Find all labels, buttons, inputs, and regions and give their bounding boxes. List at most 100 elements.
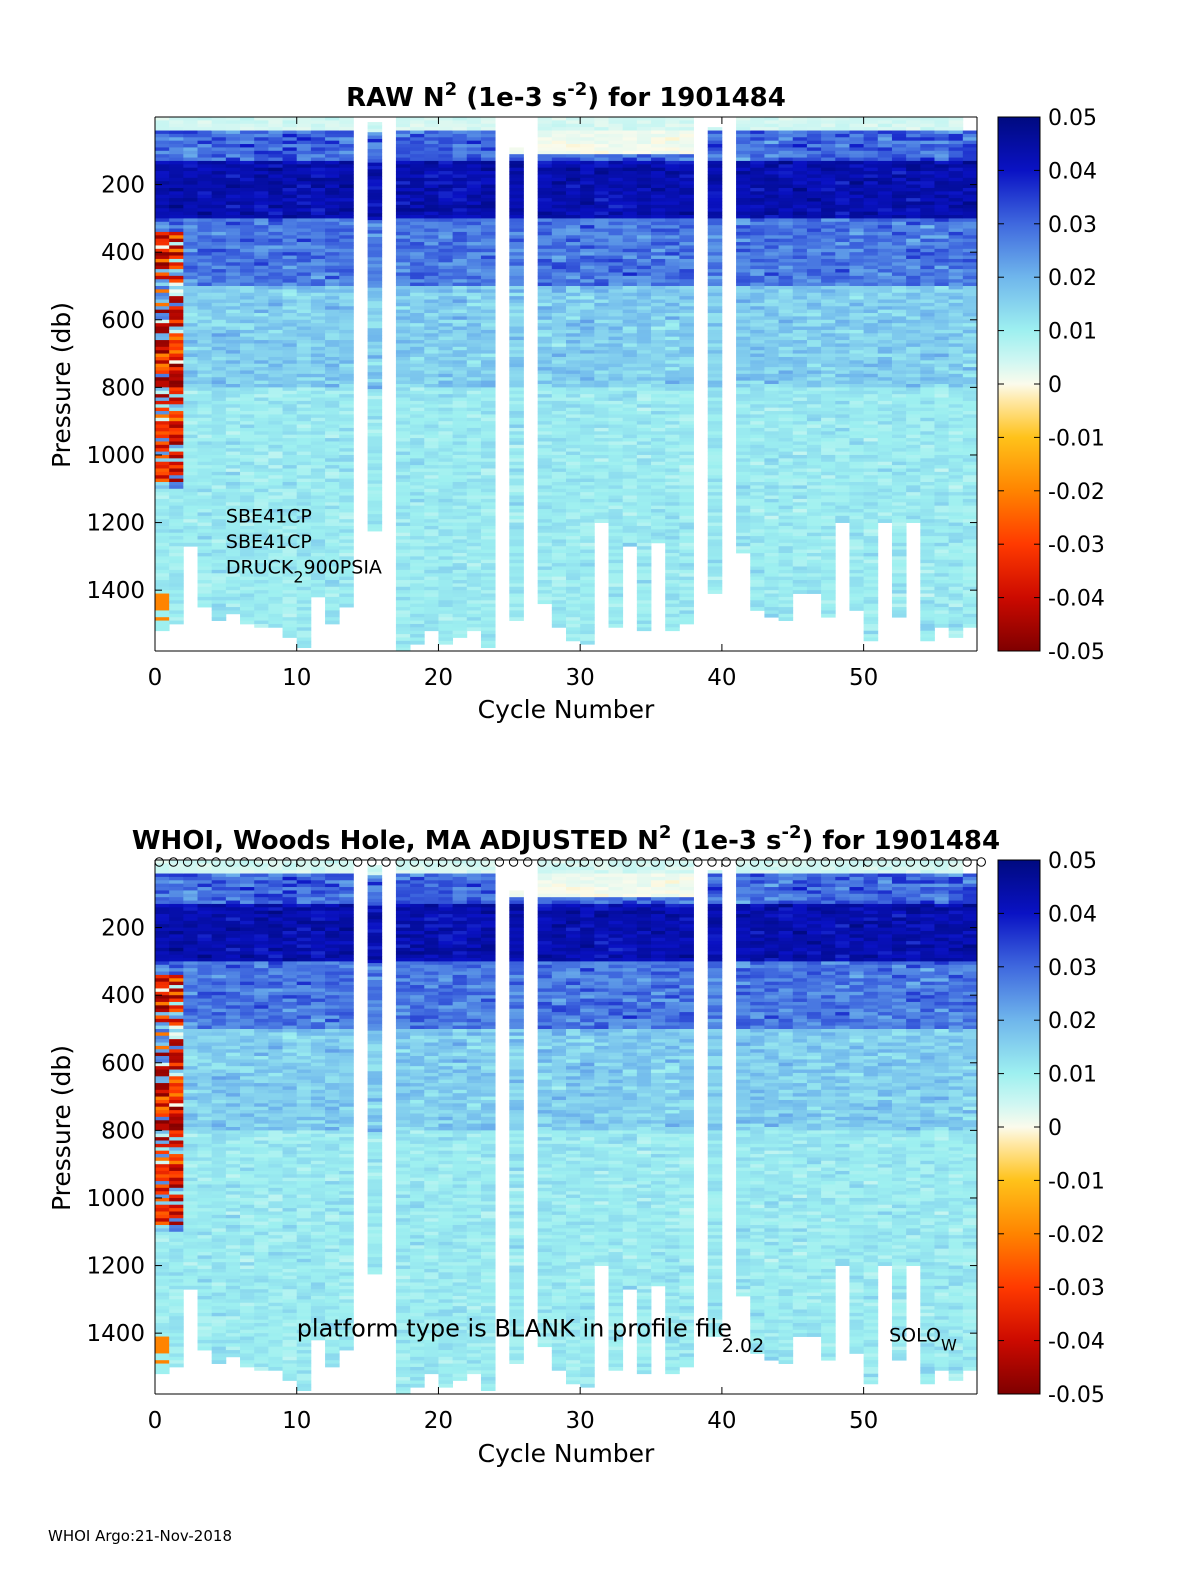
heatmap-cell <box>225 384 241 388</box>
heatmap-cell <box>225 505 241 510</box>
heatmap-cell <box>240 157 255 162</box>
heatmap-cell <box>551 576 567 581</box>
heatmap-cell <box>480 509 496 513</box>
heatmap-cell <box>339 502 354 507</box>
heatmap-cell <box>636 454 652 459</box>
heatmap-cell <box>155 326 170 331</box>
heatmap-cell <box>183 198 198 202</box>
heatmap-cell <box>665 525 680 530</box>
heatmap-cell <box>282 262 298 267</box>
heatmap-cell <box>509 461 524 466</box>
heatmap-cell <box>197 600 213 605</box>
heatmap-cell <box>480 147 496 152</box>
heatmap-cell <box>580 512 595 517</box>
heatmap-cell <box>424 258 439 263</box>
heatmap-cell <box>367 443 383 447</box>
heatmap-cell <box>452 265 468 270</box>
heatmap-cell <box>651 269 666 273</box>
heatmap-cell <box>665 360 680 365</box>
heatmap-cell <box>622 154 638 158</box>
heatmap-cell <box>282 123 298 128</box>
heatmap-cell <box>636 583 652 588</box>
heatmap-cell <box>310 245 326 250</box>
heatmap-cell <box>480 492 496 496</box>
heatmap-cell <box>296 482 312 486</box>
heatmap-cell <box>665 282 680 287</box>
heatmap-cell <box>211 123 227 128</box>
heatmap-cell <box>452 397 468 402</box>
heatmap-cell <box>240 177 255 182</box>
heatmap-cell <box>452 407 468 412</box>
heatmap-cell <box>254 475 269 480</box>
heatmap-cell <box>580 157 595 162</box>
heatmap-cell <box>183 421 198 425</box>
heatmap-cell <box>636 438 652 442</box>
heatmap-cell <box>608 123 624 128</box>
heatmap-cell <box>424 397 439 402</box>
heatmap-cell <box>282 323 298 327</box>
heatmap-cell <box>480 400 496 405</box>
heatmap-cell <box>480 448 496 452</box>
heatmap-cell <box>566 215 581 219</box>
heatmap-cell <box>466 137 482 142</box>
heatmap-cell <box>665 468 680 473</box>
heatmap-cell <box>480 343 496 348</box>
heatmap-cell <box>651 127 666 131</box>
heatmap-cell <box>211 471 227 476</box>
heatmap-cell <box>636 174 652 179</box>
heatmap-cell <box>466 154 482 158</box>
heatmap-cell <box>424 613 439 618</box>
heatmap-cell <box>367 345 383 349</box>
heatmap-cell <box>608 316 624 321</box>
heatmap-cell <box>566 465 581 469</box>
heatmap-cell <box>636 475 652 480</box>
heatmap-cell <box>240 154 255 158</box>
heatmap-cell <box>310 471 326 476</box>
heatmap-cell <box>197 434 213 439</box>
heatmap-cell <box>594 451 609 456</box>
heatmap-cell <box>608 194 624 199</box>
heatmap-cell <box>608 603 624 608</box>
heatmap-cell <box>310 552 326 557</box>
heatmap-cell <box>466 309 482 314</box>
heatmap-cell <box>580 427 595 432</box>
heatmap-cell <box>651 427 666 432</box>
heatmap-cell <box>225 164 241 169</box>
heatmap-cell <box>537 309 553 314</box>
heatmap-cell <box>438 204 454 209</box>
heatmap-cell <box>679 343 694 348</box>
heatmap-cell <box>169 258 184 263</box>
heatmap-cell <box>339 596 354 601</box>
heatmap-cell <box>268 363 283 368</box>
heatmap-cell <box>537 269 553 273</box>
heatmap-cell <box>509 215 524 219</box>
heatmap-cell <box>424 208 439 213</box>
heatmap-cell <box>424 309 439 314</box>
heatmap-cell <box>438 617 454 621</box>
heatmap-cell <box>566 272 581 277</box>
heatmap-cell <box>339 468 354 473</box>
heatmap-cell <box>466 353 482 358</box>
heatmap-cell <box>268 157 283 162</box>
heatmap-cell <box>268 194 283 199</box>
heatmap-cell <box>410 144 425 148</box>
heatmap-cell <box>551 512 567 517</box>
heatmap-cell <box>282 167 298 172</box>
heatmap-cell <box>367 196 383 201</box>
heatmap-cell <box>225 272 241 277</box>
heatmap-cell <box>410 640 425 645</box>
heatmap-cell <box>240 610 255 615</box>
heatmap-cell <box>211 336 227 341</box>
heatmap-cell <box>183 454 198 459</box>
heatmap-cell <box>636 350 652 354</box>
heatmap-cell <box>310 252 326 256</box>
heatmap-cell <box>367 378 383 383</box>
heatmap-cell <box>225 576 241 581</box>
heatmap-cell <box>225 610 241 615</box>
heatmap-cell <box>325 285 340 290</box>
heatmap-cell <box>452 569 468 574</box>
heatmap-cell <box>211 384 227 388</box>
heatmap-cell <box>580 502 595 507</box>
heatmap-cell <box>466 485 482 490</box>
heatmap-cell <box>339 438 354 442</box>
